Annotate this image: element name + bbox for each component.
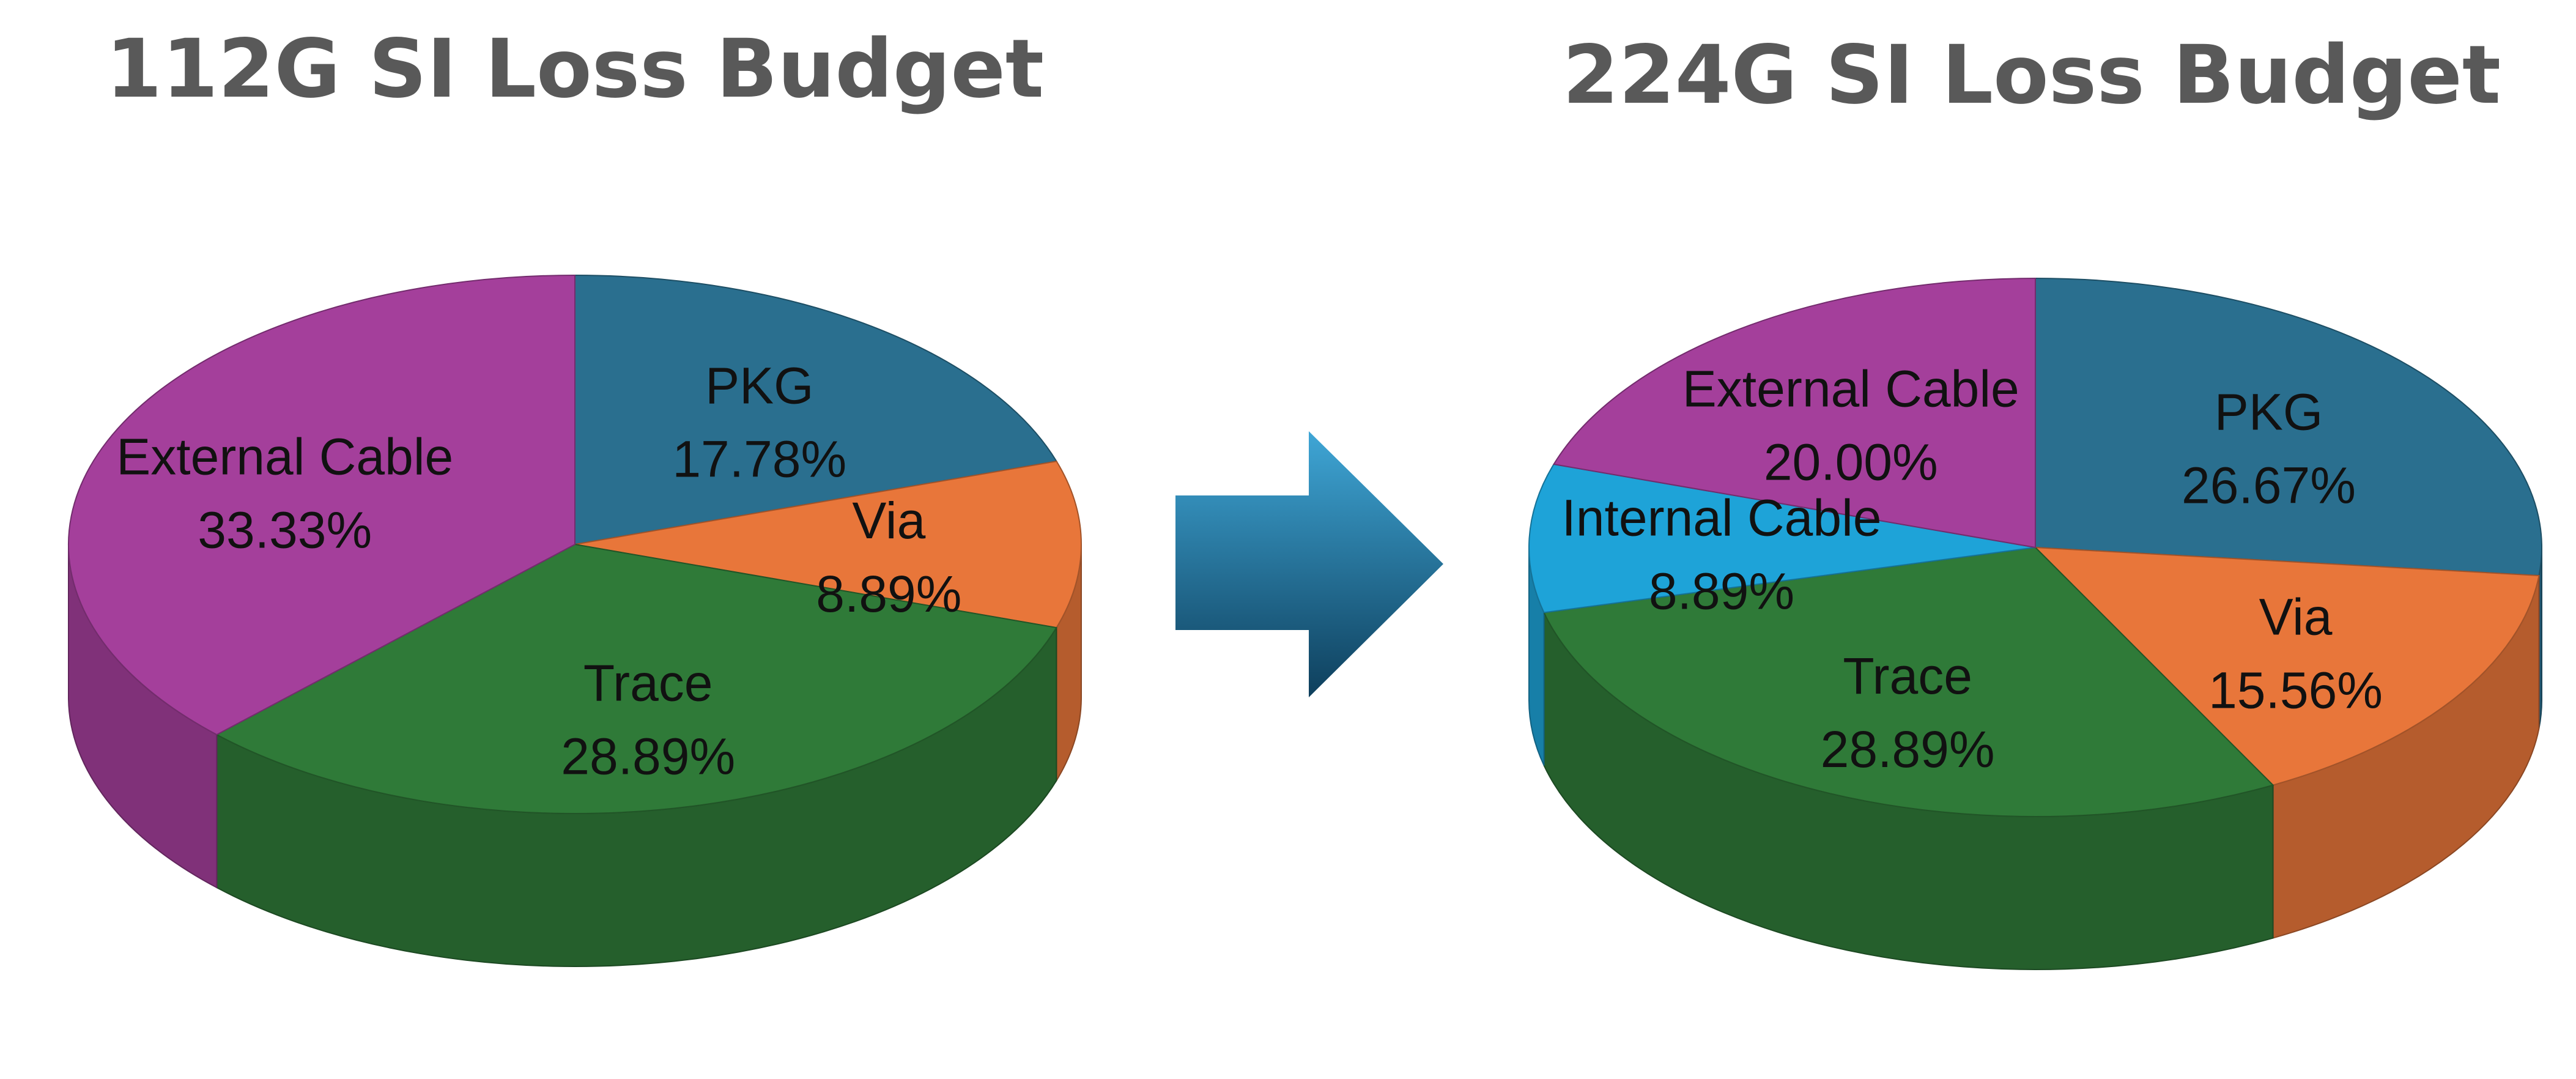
pie-top-faces: [68, 274, 1082, 814]
slice-label-trace: Trace: [583, 654, 713, 711]
pie-slice-via: [2034, 546, 2540, 786]
pie-slice-via: [574, 460, 1082, 629]
pie-slice-trace: [1543, 546, 2274, 817]
slice-value-trace: 28.89%: [561, 727, 735, 785]
slice-value-via: 15.56%: [2208, 662, 2383, 719]
pie-top-faces: [1528, 277, 2542, 817]
pie-slice-external-cable: [68, 274, 576, 736]
pie-slice-pkg: [2035, 277, 2542, 577]
slice-label-external-cable: External Cable: [116, 428, 453, 486]
slice-label-trace: Trace: [1843, 647, 1972, 705]
slice-label-pkg: PKG: [705, 357, 813, 414]
slice-label-via: Via: [2259, 588, 2333, 646]
pie-chart-224g: PKG 26.67% Via 15.56% Trace 28.89% Internal Ca…: [1528, 277, 2542, 970]
slice-value-pkg: 26.67%: [2182, 456, 2356, 514]
pie-slice-external-cable: [1552, 277, 2036, 549]
pie-side-walls: [1528, 547, 2542, 970]
slice-label-external-cable: External Cable: [1682, 360, 2019, 417]
slice-value-internal-cable: 8.89%: [1649, 562, 1794, 620]
slice-value-external-cable: 20.00%: [1764, 433, 1938, 491]
slice-value-external-cable: 33.33%: [198, 502, 372, 559]
pie-labels: PKG 26.67% Via 15.56% Trace 28.89% Internal Ca…: [1561, 360, 2383, 778]
slice-label-pkg: PKG: [2215, 383, 2323, 440]
chart-title-112g: 112G SI Loss Budget: [106, 22, 1044, 116]
pie-slice-trace: [215, 543, 1058, 814]
pie-slice-internal-cable: [1528, 463, 2036, 614]
slice-value-pkg: 17.78%: [672, 430, 846, 488]
slice-value-via: 8.89%: [816, 565, 961, 623]
slice-label-internal-cable: Internal Cable: [1561, 489, 1881, 546]
arrow-right-icon: [1175, 431, 1443, 697]
chart-title-224g: 224G SI Loss Budget: [1563, 28, 2501, 122]
pie-chart-112g: PKG 17.78%Via 8.89% Trace 28.89% External Cab…: [68, 274, 1082, 967]
slice-value-trace: 28.89%: [1821, 721, 1995, 778]
pie-slice-pkg: [574, 274, 1058, 546]
pie-labels: PKG 17.78%Via 8.89% Trace 28.89% External Cab…: [116, 357, 961, 785]
pie-side-walls: [68, 544, 1082, 967]
slice-label-via: Via: [852, 492, 925, 549]
